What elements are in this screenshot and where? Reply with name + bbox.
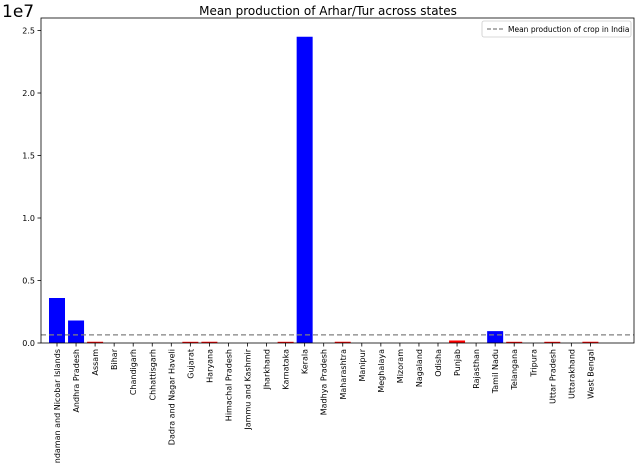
x-tick-label: Andhra Pradesh <box>72 349 81 413</box>
y-tick-label: 2.5 <box>22 27 35 36</box>
axes-layer: 0.0 0.5 1.0 1.5 2.0 2.5 Andaman and Nicobar Is… <box>22 17 635 463</box>
y-offset-label: 1e7 <box>2 2 34 22</box>
x-tick-label: Rajasthan <box>472 349 481 389</box>
bar-telangana <box>506 341 523 343</box>
x-tick-label: Uttar Pradesh <box>548 349 557 404</box>
bar-maharashtra <box>334 341 351 343</box>
bar-west-bengal <box>582 341 599 343</box>
x-tick-label: Himachal Pradesh <box>224 349 233 421</box>
y-tick-label: 2.0 <box>22 89 35 98</box>
x-tick-label: Chandigarh <box>129 349 138 395</box>
plot-frame <box>40 17 635 344</box>
x-tick-label: Tamil Nadu <box>491 349 500 394</box>
x-tick-label: Nagaland <box>415 349 424 387</box>
x-tick-label: Manipur <box>358 348 367 381</box>
x-tick-label: Kerala <box>301 349 310 374</box>
x-tick-label: Haryana <box>205 349 214 383</box>
bar-andhra-pradesh <box>68 320 85 343</box>
bar-haryana <box>201 341 218 343</box>
x-tick-label: Punjab <box>453 349 462 376</box>
x-tick-label: Uttarakhand <box>567 349 576 399</box>
x-tick-label: Odisha <box>434 349 443 377</box>
bar-uttar-pradesh <box>544 341 561 343</box>
y-tick-label: 1.0 <box>22 214 35 223</box>
legend: Mean production of crop in India <box>481 20 632 38</box>
chart-title: Mean production of Arhar/Tur across stat… <box>199 4 457 18</box>
bars-layer <box>49 36 599 343</box>
x-tick-label: Andaman and Nicobar Islands <box>53 349 62 463</box>
legend-label: Mean production of crop in India <box>508 25 630 34</box>
bar-kerala <box>296 36 313 343</box>
x-tick-label: Madhya Pradesh <box>320 349 329 415</box>
y-tick-label: 0.5 <box>22 277 35 286</box>
bar-karnataka <box>277 341 294 343</box>
x-tick-label: Jharkhand <box>263 349 272 390</box>
x-tick-label: Assam <box>91 349 100 376</box>
x-tick-label: West Bengal <box>586 349 595 399</box>
x-tick-label: Telangana <box>510 349 519 391</box>
y-tick-label: 1.5 <box>22 152 35 161</box>
legend-box <box>481 20 632 38</box>
bar-punjab <box>449 340 466 343</box>
x-tick-label: Bihar <box>110 348 119 370</box>
y-tick-label: 0.0 <box>22 339 35 348</box>
bar-andaman-and-nicobar-islands <box>49 298 65 343</box>
x-tick-label: Mizoram <box>396 349 405 383</box>
x-tick-label: Dadra and Nagar Haveli <box>167 349 176 445</box>
x-tick-label: Chhattisgarh <box>148 349 157 401</box>
x-tick-label: Jammu and Kashmir <box>244 348 253 430</box>
x-tick-label: Gujarat <box>186 349 195 379</box>
x-tick-label: Tripura <box>529 349 538 378</box>
x-tick-label: Meghalaya <box>377 349 386 393</box>
bar-tamil-nadu <box>487 331 504 343</box>
bar-gujarat <box>182 341 199 343</box>
bar-assam <box>87 341 104 343</box>
x-tick-label: Karnataka <box>282 349 291 390</box>
x-tick-label: Maharashtra <box>339 349 348 400</box>
